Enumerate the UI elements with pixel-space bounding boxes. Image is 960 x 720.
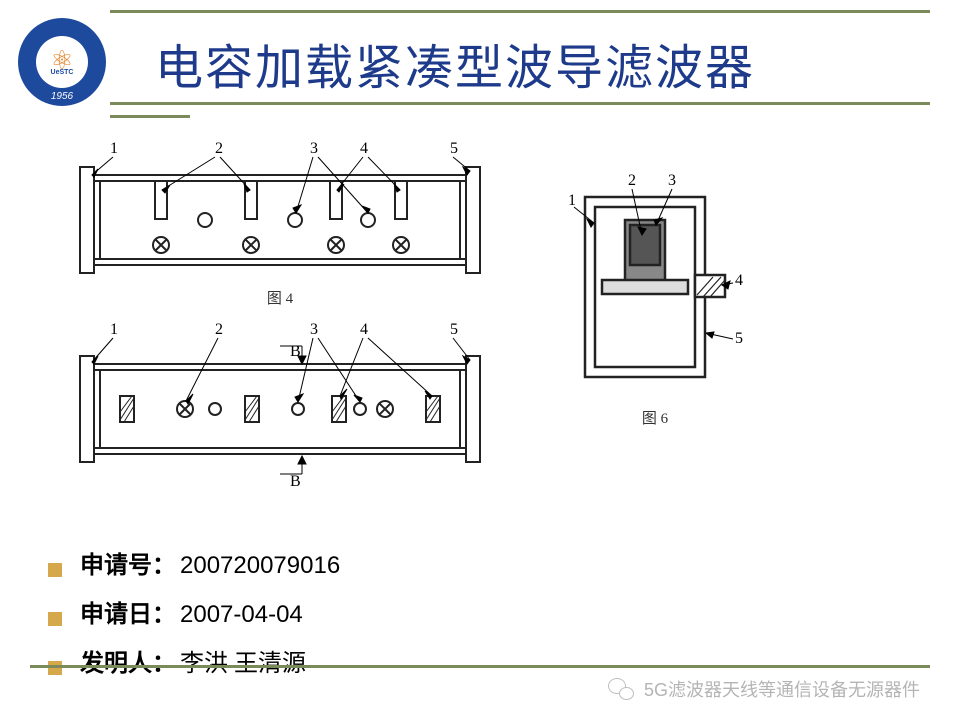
fig6-svg: 1 2 3 4 5 xyxy=(550,165,760,405)
fig4-svg: 1 2 3 4 5 xyxy=(50,135,510,285)
svg-text:3: 3 xyxy=(668,172,676,189)
info-application-date: 申请日： 2007-04-04 xyxy=(48,594,340,629)
info-value: 李洪 王清源 xyxy=(180,643,306,678)
info-label: 发明人： xyxy=(80,643,176,678)
svg-text:2: 2 xyxy=(628,172,636,189)
slide: ⚛ UeSTC 1956 电容加载紧凑型波导滤波器 xyxy=(0,0,960,720)
info-value: 200720079016 xyxy=(180,552,340,580)
uestc-logo: ⚛ UeSTC 1956 xyxy=(18,18,106,106)
wechat-icon xyxy=(608,678,634,700)
svg-text:1: 1 xyxy=(110,321,118,338)
svg-text:5: 5 xyxy=(450,321,458,338)
watermark: 5G滤波器天线等通信设备无源器件 xyxy=(608,676,920,702)
watermark-text: 5G滤波器天线等通信设备无源器件 xyxy=(644,676,920,702)
info-application-no: 申请号： 200720079016 xyxy=(48,545,340,580)
svg-text:B: B xyxy=(290,473,301,490)
info-list: 申请号： 200720079016 申请日： 2007-04-04 发明人： 李… xyxy=(48,545,340,692)
fig5-svg: 1 2 3 4 5 B B xyxy=(50,316,510,496)
left-diagrams: 1 2 3 4 5 xyxy=(50,135,510,496)
svg-text:4: 4 xyxy=(360,140,368,157)
figure-6: 1 2 3 4 5 图 6 xyxy=(550,165,760,496)
header-rule-bottom xyxy=(110,102,930,105)
svg-text:5: 5 xyxy=(450,140,458,157)
logo-year: 1956 xyxy=(18,91,106,102)
bullet-icon xyxy=(48,661,62,675)
figure-4: 1 2 3 4 5 xyxy=(50,135,510,308)
info-inventors: 发明人： 李洪 王清源 xyxy=(48,643,340,678)
slide-title: 电容加载紧凑型波导滤波器 xyxy=(155,28,755,98)
footer-rule xyxy=(30,665,930,668)
header-rule-accent xyxy=(110,115,190,118)
bullet-icon xyxy=(48,612,62,626)
svg-text:3: 3 xyxy=(310,140,318,157)
fig6-caption: 图 6 xyxy=(550,407,760,428)
info-value: 2007-04-04 xyxy=(180,601,303,629)
svg-text:1: 1 xyxy=(568,192,576,209)
fig4-caption: 图 4 xyxy=(50,287,510,308)
info-label: 申请日： xyxy=(80,594,176,629)
svg-text:5: 5 xyxy=(735,330,743,347)
diagrams-area: 1 2 3 4 5 xyxy=(50,135,910,496)
info-label: 申请号： xyxy=(80,545,176,580)
logo-text: UeSTC xyxy=(51,69,74,76)
figure-5: 1 2 3 4 5 B B xyxy=(50,316,510,496)
svg-text:4: 4 xyxy=(360,321,368,338)
svg-text:1: 1 xyxy=(110,140,118,157)
bullet-icon xyxy=(48,563,62,577)
svg-text:4: 4 xyxy=(735,272,743,289)
svg-text:3: 3 xyxy=(310,321,318,338)
svg-text:2: 2 xyxy=(215,321,223,338)
svg-text:2: 2 xyxy=(215,140,223,157)
header-rule-top xyxy=(110,10,930,13)
